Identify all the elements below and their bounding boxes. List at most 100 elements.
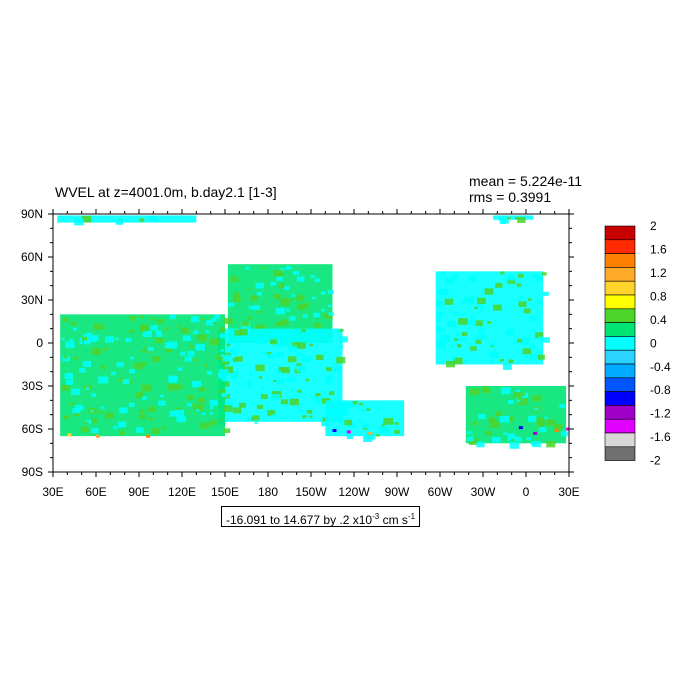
field-cell xyxy=(278,366,286,372)
field-cell xyxy=(346,434,353,440)
field-cell xyxy=(518,301,527,307)
field-cell xyxy=(232,296,241,303)
field-cell xyxy=(295,352,302,357)
x-tick-label: 0 xyxy=(523,485,530,499)
field-cell xyxy=(69,402,74,406)
field-cell xyxy=(467,436,474,442)
field-cell xyxy=(195,409,200,412)
field-cell xyxy=(453,311,459,315)
field-cell xyxy=(469,276,478,283)
field-cell xyxy=(284,286,290,290)
field-cell xyxy=(474,306,478,310)
field-cell xyxy=(141,361,147,366)
field-cell xyxy=(498,216,505,221)
field-cell xyxy=(291,294,296,297)
field-cell xyxy=(273,293,281,299)
field-cell xyxy=(436,311,444,317)
field-cell xyxy=(376,433,380,437)
field-cell xyxy=(256,291,263,296)
field-cell xyxy=(192,330,199,335)
field-cell xyxy=(250,295,259,301)
field-cell xyxy=(65,341,75,349)
field-cell xyxy=(451,357,456,360)
field-cell xyxy=(513,392,522,398)
field-cell xyxy=(220,349,225,352)
field-cell xyxy=(230,370,240,377)
field-cell xyxy=(517,298,521,301)
field-cell xyxy=(221,392,228,398)
x-tick-label: 30E xyxy=(42,485,63,499)
field-cell xyxy=(105,412,114,419)
field-cell xyxy=(468,319,477,325)
field-cell xyxy=(500,271,505,275)
field-cell xyxy=(281,367,291,374)
extreme-cell xyxy=(67,433,72,437)
field-cell xyxy=(164,342,173,349)
field-cell xyxy=(71,321,77,326)
field-cell xyxy=(90,410,94,413)
extreme-cell xyxy=(368,431,373,435)
field-cell xyxy=(286,376,296,383)
field-cell xyxy=(233,291,239,296)
field-cell xyxy=(279,319,289,326)
field-cell xyxy=(509,416,514,420)
field-cell xyxy=(469,388,480,395)
field-cell xyxy=(265,337,272,342)
field-cell xyxy=(286,308,290,312)
colorbar-swatch xyxy=(604,294,636,310)
field-cell xyxy=(495,282,503,288)
field-cell xyxy=(209,399,219,406)
x-tick-label: 30W xyxy=(471,485,496,499)
field-cell xyxy=(475,339,482,344)
field-cell xyxy=(142,330,152,338)
field-cell xyxy=(148,417,154,421)
field-cell xyxy=(339,329,344,332)
field-cell xyxy=(256,404,264,410)
field-cell xyxy=(275,307,285,315)
field-cell xyxy=(267,353,275,359)
field-cell xyxy=(160,394,164,398)
field-cell xyxy=(111,371,116,376)
field-cell xyxy=(477,297,486,304)
field-cell xyxy=(535,332,544,339)
field-cell xyxy=(205,330,210,333)
field-cell xyxy=(248,305,255,310)
field-cell xyxy=(516,283,522,287)
field-cell xyxy=(138,414,146,420)
field-cell xyxy=(142,396,147,400)
extreme-cell xyxy=(554,429,559,432)
field-cell xyxy=(366,408,371,411)
field-cell xyxy=(493,304,502,311)
field-cell xyxy=(532,441,541,448)
field-cell xyxy=(61,384,70,391)
field-cell xyxy=(254,421,258,424)
field-cell xyxy=(441,271,446,275)
field-cell xyxy=(200,318,204,321)
field-cell xyxy=(191,403,195,407)
field-cell xyxy=(125,219,130,223)
field-cell xyxy=(310,274,315,278)
field-cell xyxy=(436,318,442,322)
field-cell xyxy=(150,325,159,331)
field-cell xyxy=(288,345,298,352)
field-cell xyxy=(383,417,394,425)
mean-stat: mean = 5.224e-11 xyxy=(469,173,582,189)
extreme-cell xyxy=(533,431,538,435)
field-cell xyxy=(135,427,144,433)
field-cell xyxy=(184,356,193,362)
colorbar-swatch xyxy=(604,432,636,448)
field-cell xyxy=(437,288,445,294)
field-cell xyxy=(445,278,455,285)
x-tick-label: 90W xyxy=(385,485,410,499)
field-cell xyxy=(474,320,483,326)
field-cell xyxy=(478,413,486,420)
extreme-cell xyxy=(346,430,351,434)
field-cell xyxy=(214,314,221,319)
field-cell xyxy=(81,215,92,223)
field-cell xyxy=(63,415,70,420)
field-cell xyxy=(502,363,512,370)
field-cell xyxy=(541,272,547,276)
colorbar-swatch xyxy=(604,377,636,392)
field-cell xyxy=(209,338,220,346)
colorbar-label: -2 xyxy=(650,454,661,468)
